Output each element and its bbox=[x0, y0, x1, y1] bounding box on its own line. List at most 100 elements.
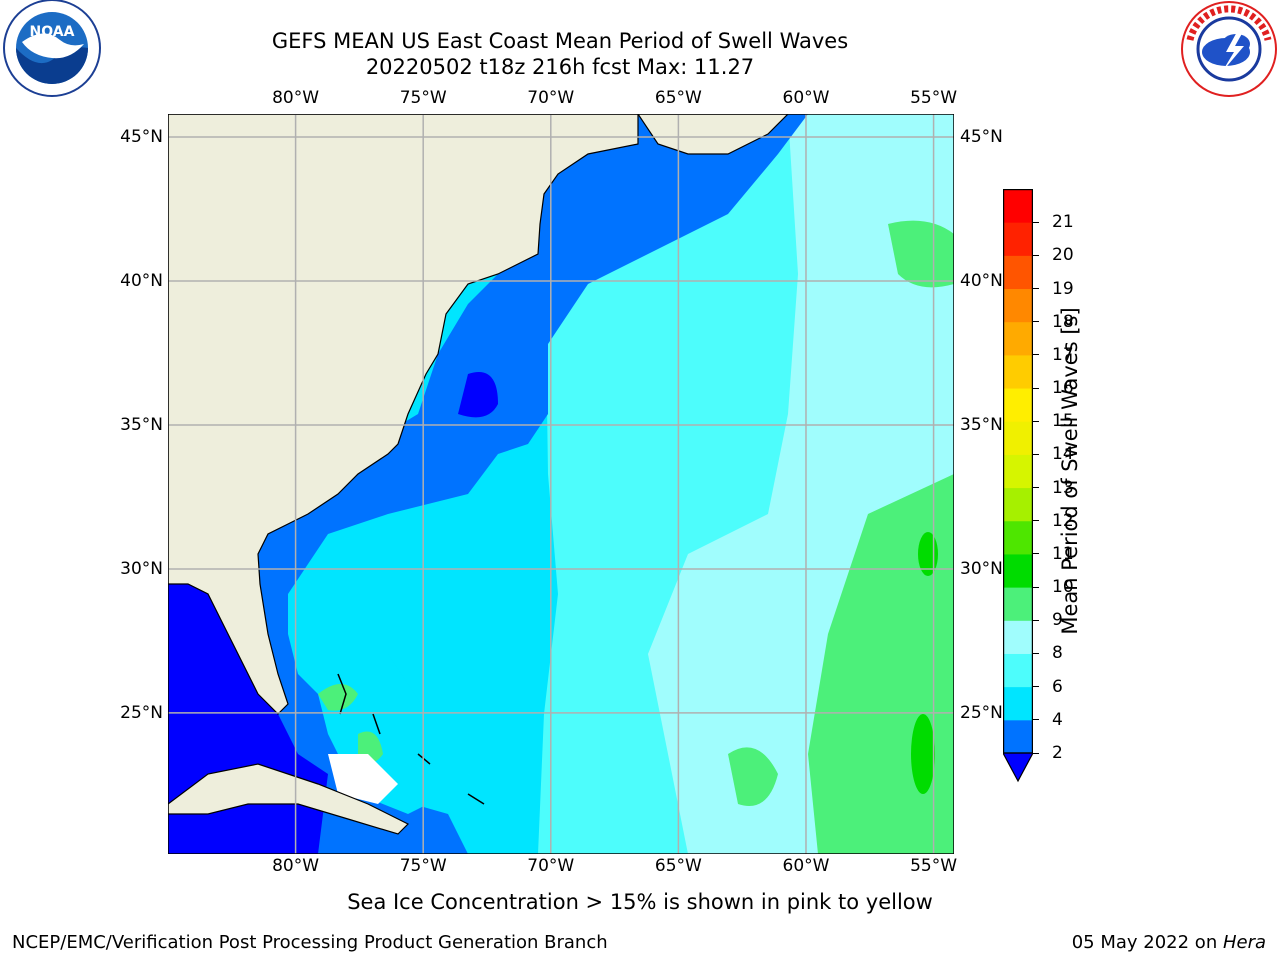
nws-logo-icon bbox=[1178, 0, 1280, 100]
colorbar-tick bbox=[1033, 453, 1039, 455]
missing-data-area bbox=[328, 754, 398, 804]
colorbar-segment bbox=[1003, 520, 1033, 555]
colorbar-tick-label: 6 bbox=[1052, 676, 1063, 697]
colorbar-tick bbox=[1033, 254, 1039, 256]
colorbar-segment bbox=[1003, 553, 1033, 588]
colorbar-segment bbox=[1003, 719, 1033, 754]
lon-label: 60°W bbox=[782, 856, 830, 876]
land-us-east-coast bbox=[168, 114, 639, 715]
colorbar-tick-label: 8 bbox=[1052, 643, 1063, 664]
colorbar-segment bbox=[1003, 354, 1033, 389]
colorbar-segment bbox=[1003, 255, 1033, 290]
lat-label: 45°N bbox=[120, 127, 163, 148]
lat-label: 40°N bbox=[120, 271, 163, 291]
colorbar-tick-label: 21 bbox=[1052, 212, 1074, 233]
ocean-deepblue-patch bbox=[458, 372, 498, 418]
lon-label: 65°W bbox=[654, 856, 702, 876]
colorbar-tick bbox=[1033, 520, 1039, 522]
colorbar-segment bbox=[1003, 388, 1033, 422]
footer-date: 05 May 2022 on Hera bbox=[1072, 932, 1266, 953]
colorbar-tick bbox=[1033, 221, 1039, 223]
lat-label: 30°N bbox=[120, 558, 163, 579]
colorbar-segment bbox=[1003, 222, 1033, 256]
colorbar-tick-label: 4 bbox=[1052, 709, 1063, 730]
colorbar-tick-label: 11 bbox=[1052, 543, 1074, 564]
colorbar-segment bbox=[1003, 321, 1033, 356]
colorbar-tick bbox=[1033, 354, 1039, 356]
footer-machine: Hera bbox=[1222, 932, 1266, 953]
colorbar-tick-label: 13 bbox=[1052, 477, 1074, 498]
lon-label: 80°W bbox=[272, 856, 320, 876]
colorbar-frame bbox=[1003, 189, 1033, 754]
colorbar-tick-label: 10 bbox=[1052, 577, 1074, 598]
bahamas-green-patch bbox=[318, 684, 358, 711]
colorbar-tick bbox=[1033, 420, 1039, 422]
land-cuba bbox=[168, 763, 410, 835]
colorbar-segment bbox=[1003, 288, 1033, 323]
colorbar-tick bbox=[1033, 553, 1039, 555]
colorbar-tick-label: 14 bbox=[1052, 444, 1074, 465]
lat-label: 25°N bbox=[960, 702, 1003, 723]
lat-label: 35°N bbox=[120, 414, 163, 435]
map-title: GEFS MEAN US East Coast Mean Period of S… bbox=[271, 29, 849, 53]
colorbar-extend-arrow bbox=[1003, 752, 1033, 783]
colorbar-tick-label: 16 bbox=[1052, 378, 1074, 399]
colorbar-tick bbox=[1033, 652, 1039, 654]
colorbar-tick-label: 17 bbox=[1052, 344, 1074, 365]
ocean-green-patch-south bbox=[728, 747, 778, 806]
colorbar-segment bbox=[1003, 620, 1033, 654]
island-bahamas-2 bbox=[372, 713, 381, 735]
colorbar-tick bbox=[1033, 686, 1039, 688]
noaa-logo-icon: NOAA bbox=[0, 0, 104, 100]
lat-label: 25°N bbox=[120, 702, 163, 723]
lon-label: 55°W bbox=[910, 88, 958, 108]
land-nova-scotia bbox=[637, 114, 789, 155]
lon-label: 75°W bbox=[399, 856, 447, 876]
lon-label: 65°W bbox=[654, 88, 702, 108]
colorbar-segment bbox=[1003, 454, 1033, 489]
colorbar-segment bbox=[1003, 686, 1033, 721]
colorbar-segment bbox=[1003, 653, 1033, 688]
swell-period-map bbox=[168, 114, 954, 854]
colorbar-tick-label: 2 bbox=[1052, 743, 1063, 763]
lon-label: 70°W bbox=[527, 88, 575, 108]
colorbar-tick bbox=[1033, 487, 1039, 489]
colorbar-segment bbox=[1003, 189, 1033, 223]
colorbar-tick bbox=[1033, 719, 1039, 721]
colorbar-tick-label: 20 bbox=[1052, 245, 1074, 266]
colorbar-tick bbox=[1033, 321, 1039, 323]
colorbar-title: Mean Period of Swell Waves [s] bbox=[1058, 307, 1082, 635]
island-bahamas-4 bbox=[467, 793, 485, 805]
colorbar-tick bbox=[1033, 619, 1039, 621]
island-bahamas-3 bbox=[417, 753, 431, 765]
colorbar-tick bbox=[1033, 752, 1039, 754]
lon-label: 75°W bbox=[399, 88, 447, 108]
lat-label: 35°N bbox=[960, 414, 1003, 435]
lon-label: 60°W bbox=[782, 88, 830, 108]
colorbar-tick bbox=[1033, 387, 1039, 389]
map-subtitle: 20220502 t18z 216h fcst Max: 11.27 bbox=[365, 55, 755, 79]
colorbar-segment bbox=[1003, 487, 1033, 522]
colorbar-tick-label: 9 bbox=[1052, 610, 1063, 631]
colorbar-tick-label: 15 bbox=[1052, 411, 1074, 432]
footer-credit: NCEP/EMC/Verification Post Processing Pr… bbox=[12, 932, 608, 953]
lat-label: 30°N bbox=[960, 558, 1003, 579]
map-gridlines bbox=[168, 114, 954, 854]
colorbar bbox=[1003, 189, 1033, 783]
sea-ice-caption: Sea Ice Concentration > 15% is shown in … bbox=[347, 890, 933, 914]
island-bahamas-1 bbox=[337, 673, 347, 715]
colorbar-tick bbox=[1033, 586, 1039, 588]
colorbar-tick-label: 18 bbox=[1052, 311, 1074, 332]
footer-date-text: 05 May 2022 on bbox=[1071, 932, 1223, 953]
lon-label: 55°W bbox=[910, 856, 958, 876]
ocean-green-patch-north bbox=[888, 220, 954, 288]
lon-label: 70°W bbox=[527, 856, 575, 876]
ocean-darkgreen-patch-2 bbox=[911, 714, 935, 794]
colorbar-segment bbox=[1003, 421, 1033, 455]
colorbar-tick-label: 19 bbox=[1052, 278, 1074, 299]
noaa-logo-text: NOAA bbox=[30, 24, 75, 40]
colorbar-tick bbox=[1033, 288, 1039, 290]
lat-label: 40°N bbox=[960, 271, 1003, 291]
lat-label: 45°N bbox=[960, 127, 1003, 148]
colorbar-segment bbox=[1003, 587, 1033, 621]
